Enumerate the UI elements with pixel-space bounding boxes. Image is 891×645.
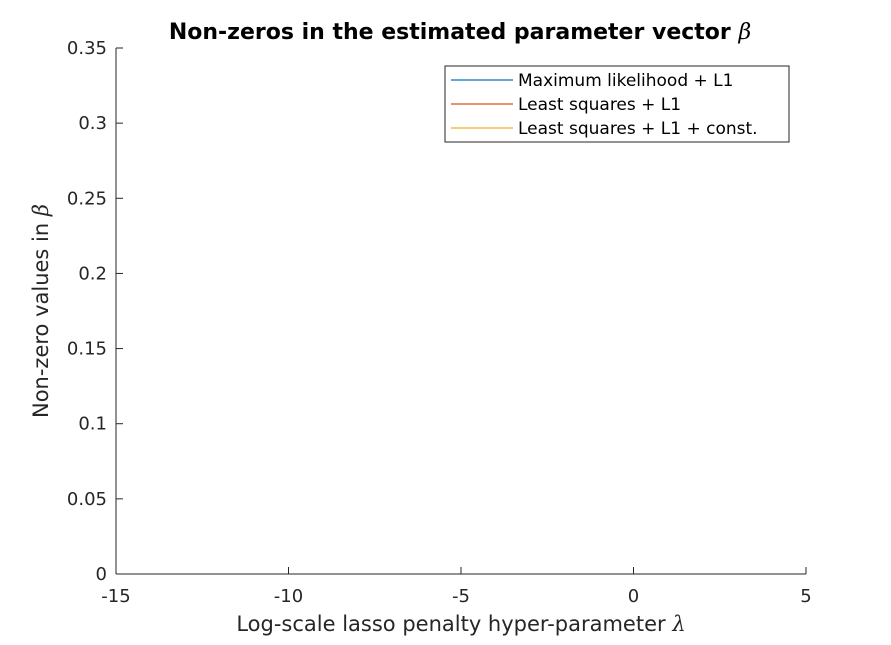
- x-tick-label: 5: [800, 586, 811, 607]
- y-ticks: 0 0.05 0.1 0.15 0.2 0.25 0.3 0.35: [67, 38, 123, 585]
- y-tick-label: 0.2: [78, 263, 107, 284]
- plot-area: -15 -10 -5 0 5 0 0.05 0.1 0.15 0.2 0.25 0.3 0.35: [67, 38, 812, 607]
- legend-label-0: Maximum likelihood + L1: [518, 71, 733, 91]
- legend-label-2: Least squares + L1 + const.: [518, 119, 758, 139]
- y-tick-label: 0.25: [67, 188, 107, 209]
- y-tick-label: 0.3: [78, 113, 107, 134]
- x-ticks: -15 -10 -5 0 5: [101, 567, 812, 607]
- y-tick-label: 0.1: [78, 414, 107, 435]
- x-tick-label: -5: [452, 586, 470, 607]
- x-tick-label: -10: [274, 586, 303, 607]
- y-tick-label: 0.35: [67, 38, 107, 59]
- x-axis-label: Log-scale lasso penalty hyper-parameter …: [236, 612, 685, 636]
- legend-label-1: Least squares + L1: [518, 95, 681, 115]
- x-tick-label: -15: [101, 586, 130, 607]
- y-axis-label: Non-zero values in β: [29, 204, 53, 418]
- y-tick-label: 0.15: [67, 339, 107, 360]
- legend: Maximum likelihood + L1 Least squares + L…: [444, 65, 790, 143]
- y-tick-label: 0: [96, 564, 107, 585]
- chart-title: Non-zeros in the estimated parameter vec…: [169, 20, 751, 45]
- x-tick-label: 0: [628, 586, 639, 607]
- y-tick-label: 0.05: [67, 489, 107, 510]
